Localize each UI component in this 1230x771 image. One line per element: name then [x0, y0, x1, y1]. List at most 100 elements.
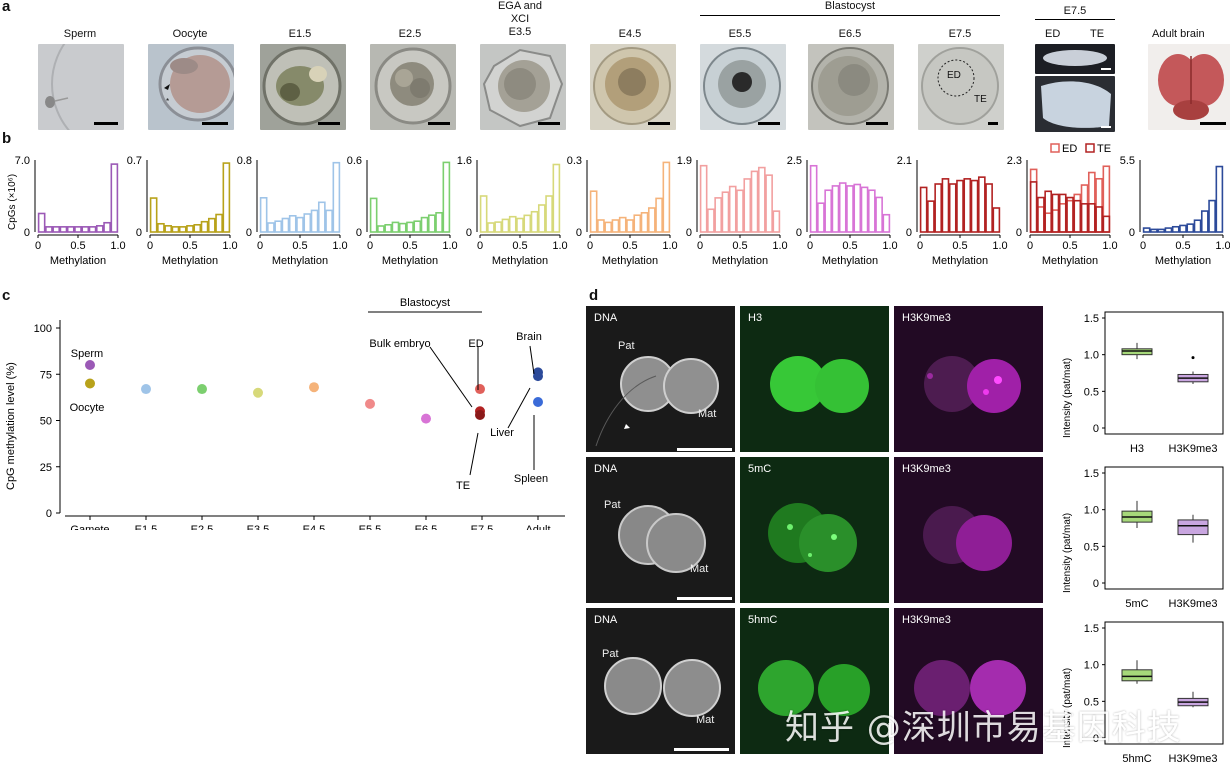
histogram-x-tick-label: 0.5	[732, 240, 747, 252]
histogram-bar	[1044, 212, 1053, 233]
boxplot-x-label: 5hmC	[1122, 753, 1151, 765]
histogram-x-tick-label: 0	[1140, 240, 1146, 252]
histogram-7: 1.9 00 0.5 1.0 Methylation	[677, 155, 788, 267]
histogram-x-tick-label: 1.0	[992, 240, 1007, 252]
histogram-bar	[1186, 223, 1195, 233]
histogram-bar	[259, 196, 268, 233]
histogram-bar	[589, 190, 598, 233]
channel-label-5hmc: 5hmC	[748, 614, 778, 626]
e75-group-bracket	[1035, 19, 1115, 20]
adult-brain-photo	[1148, 44, 1230, 130]
histogram-ymax-label: 0.6	[347, 155, 362, 167]
channel-label-h3: H3	[748, 312, 763, 324]
histogram-bar	[303, 213, 312, 233]
micro-h3: H3	[740, 306, 889, 452]
histogram-bar	[743, 178, 752, 233]
histogram-bar	[941, 178, 950, 233]
histogram-bar	[714, 197, 723, 233]
boxplot-x-label: 5mC	[1125, 598, 1148, 610]
inset-label-te: TE	[974, 94, 987, 105]
histogram-bar	[1102, 215, 1111, 233]
histogram-bar	[699, 164, 708, 233]
histogram-10: 2.3 00 0.5 1.0 Methylation	[1007, 155, 1118, 267]
boxplot-y-tick-label: 1.5	[1084, 623, 1099, 635]
oocyte-photo: *	[148, 44, 234, 130]
histogram-bar	[1051, 209, 1060, 233]
micro-h3k9me3-row2: H3K9me3	[894, 457, 1043, 603]
histogram-bar	[853, 183, 862, 233]
scatter-x-tick-label: E1.5	[135, 524, 158, 530]
boxplot-x-label: H3K9me3	[1169, 443, 1218, 455]
histogram-bar	[1087, 203, 1096, 233]
histogram-x-tick-label: 1.0	[772, 240, 787, 252]
histogram-bar	[207, 217, 216, 233]
watermark: 知乎 @深圳市易基因科技	[785, 708, 1182, 748]
histogram-bar	[831, 185, 840, 233]
channel-label-h3k9me3: H3K9me3	[902, 463, 951, 475]
legend-ed-label: ED	[1062, 143, 1077, 155]
histogram-x-tick-label: 0	[697, 240, 703, 252]
histogram-11: 5.5 00 0.5 1.0 Methylation	[1120, 155, 1230, 267]
histogram-ymax-label: 2.5	[787, 155, 802, 167]
histogram-bar	[640, 212, 649, 233]
histogram-3: 0.8 00 0.5 1.0 Methylation	[237, 155, 348, 267]
histogram-6: 0.3 00 0.5 1.0 Methylation	[567, 155, 678, 267]
histogram-bar	[1058, 193, 1067, 233]
e75-ed-label: ED	[1045, 28, 1061, 40]
histogram-bar	[413, 220, 422, 233]
scatter-point	[475, 409, 485, 420]
histogram-bar	[1073, 199, 1082, 233]
histogram-bar	[817, 202, 825, 233]
histogram-x-tick-label: 0.5	[70, 240, 85, 252]
histogram-bar	[1164, 227, 1173, 233]
histogram-bar	[222, 162, 231, 233]
histogram-bar	[1044, 190, 1053, 233]
stage-label-oocyte: Oocyte	[172, 28, 208, 40]
legend-te-swatch	[1085, 143, 1095, 153]
histogram-ymax-label: 0.8	[237, 155, 252, 167]
channel-label-dna: DNA	[594, 463, 618, 475]
scatter-point	[141, 384, 151, 395]
histogram-bar	[157, 222, 165, 233]
histogram-ymax-label: 7.0	[15, 155, 30, 167]
histogram-bar	[427, 214, 436, 233]
boxplot-y-axis-label: Intensity (pat/mat)	[1062, 668, 1073, 748]
histogram-9: 2.1 00 0.5 1.0 Methylation	[897, 155, 1008, 267]
scale-bar	[758, 122, 780, 125]
channel-label-dna: DNA	[594, 312, 618, 324]
histogram-bar	[985, 183, 993, 233]
boxplot-h3: Intensity (pat/mat) 0 0.5 1.0 1.5 H3 H3K9me3	[1062, 311, 1224, 455]
histogram-bar	[809, 164, 818, 233]
e2-5-photo	[370, 44, 456, 130]
channel-label-h3k9me3: H3K9me3	[902, 312, 951, 324]
e75-group-title: E7.5	[1063, 5, 1087, 17]
stage-label-e5-5: E5.5	[728, 28, 752, 40]
boxplot-y-tick-label: 1.0	[1084, 505, 1099, 517]
scatter-x-tick-label: Adult	[525, 524, 550, 530]
histogram-bar	[296, 216, 304, 233]
scale-bar	[988, 122, 998, 125]
histogram-bar	[384, 224, 393, 233]
scatter-point	[533, 397, 543, 407]
scatter-point-label: TE	[456, 480, 470, 492]
legend-te-label: TE	[1097, 143, 1111, 155]
histogram-5: 1.6 00 0.5 1.0 Methylation	[457, 155, 568, 267]
panel-letter-b: b	[2, 130, 12, 147]
scatter-x-tick-label: E5.5	[359, 524, 382, 530]
scatter-point-label: Oocyte	[70, 402, 105, 414]
histogram-bar	[1102, 165, 1111, 233]
histogram-bar	[1200, 210, 1209, 233]
e3-5-photo	[480, 44, 566, 130]
histogram-bar	[1095, 206, 1103, 233]
boxplot-5hmc: Intensity (pat/mat) 0 0.5 1.0 1.5 5hmC H3K9me3	[1062, 621, 1224, 765]
histogram-x-tick-label: 1.0	[222, 240, 237, 252]
histogram-bar	[274, 220, 283, 233]
micro-h3k9me3-row1: H3K9me3	[894, 306, 1043, 452]
inset-label-ed: ED	[947, 70, 961, 81]
histogram-1: 7.0 00 0.5 1.0 Methylation	[15, 155, 126, 267]
scatter-point	[85, 378, 95, 389]
scatter-y-tick-label: 0	[46, 508, 52, 520]
scatter-x-tick-label: E7.5	[471, 524, 494, 530]
histogram-bar	[435, 212, 443, 233]
legend-ed-swatch	[1050, 143, 1060, 153]
